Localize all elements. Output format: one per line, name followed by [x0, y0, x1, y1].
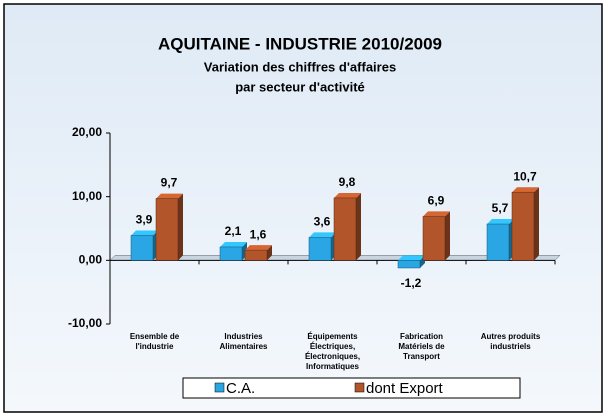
bar-top — [309, 232, 336, 238]
legend-swatch — [214, 382, 225, 393]
chart-subtitle: Variation des chiffres d'affaires — [204, 59, 396, 74]
x-tick-label: Ensemble de l'industrie — [129, 332, 180, 351]
x-tick-label: Autres produits industriels — [480, 332, 541, 351]
bar — [155, 198, 179, 261]
data-label: 2,1 — [225, 224, 242, 238]
bar-side — [178, 193, 183, 261]
data-label: 3,6 — [314, 215, 331, 229]
data-label: 6,9 — [428, 194, 445, 208]
bar-side — [534, 187, 539, 261]
bar-side — [356, 192, 361, 261]
bar-top — [398, 255, 425, 261]
data-label: 9,8 — [339, 175, 356, 189]
chart-title: AQUITAINE - INDUSTRIE 2010/2009 — [158, 34, 442, 53]
bar-side — [267, 245, 272, 261]
y-tick-label: 10,00 — [72, 189, 102, 203]
x-tick-label: Industries Alimentaires — [219, 332, 268, 351]
y-tick-label: -10,00 — [68, 316, 102, 330]
x-tick-label: Fabrication Matériels de Transport — [398, 332, 445, 361]
bar — [333, 197, 357, 261]
chart-frame — [3, 3, 603, 413]
legend — [182, 377, 521, 399]
data-label: 5,7 — [492, 201, 509, 215]
bar-side — [445, 211, 450, 261]
bar — [219, 246, 243, 261]
bar — [397, 260, 421, 269]
data-label: 1,6 — [250, 227, 267, 241]
bar — [244, 249, 268, 261]
data-label: 10,7 — [513, 169, 537, 183]
bar — [130, 235, 154, 261]
bar — [308, 237, 332, 261]
y-tick-label: 0,00 — [79, 253, 103, 267]
data-label: -1,2 — [401, 276, 422, 290]
bar-top — [512, 187, 539, 193]
x-tick-label: Équipements Électriques, Électroniques, … — [304, 332, 361, 371]
bar-top — [156, 193, 183, 199]
data-label: 3,9 — [136, 213, 153, 227]
legend-label: C.A. — [226, 380, 255, 397]
y-tick-label: 20,00 — [72, 125, 102, 139]
bar-top — [220, 241, 247, 247]
bar — [486, 223, 510, 261]
bar-top — [245, 245, 272, 251]
bar — [511, 191, 535, 261]
bar-top — [487, 219, 514, 225]
data-label: 9,7 — [161, 176, 178, 190]
legend-swatch — [354, 382, 365, 393]
legend-label: dont Export — [366, 380, 444, 397]
bar-top — [334, 192, 361, 198]
bar-top — [423, 211, 450, 217]
chart-subtitle: par secteur d'activité — [235, 79, 365, 94]
bar — [422, 216, 446, 261]
bar-top — [131, 230, 158, 236]
